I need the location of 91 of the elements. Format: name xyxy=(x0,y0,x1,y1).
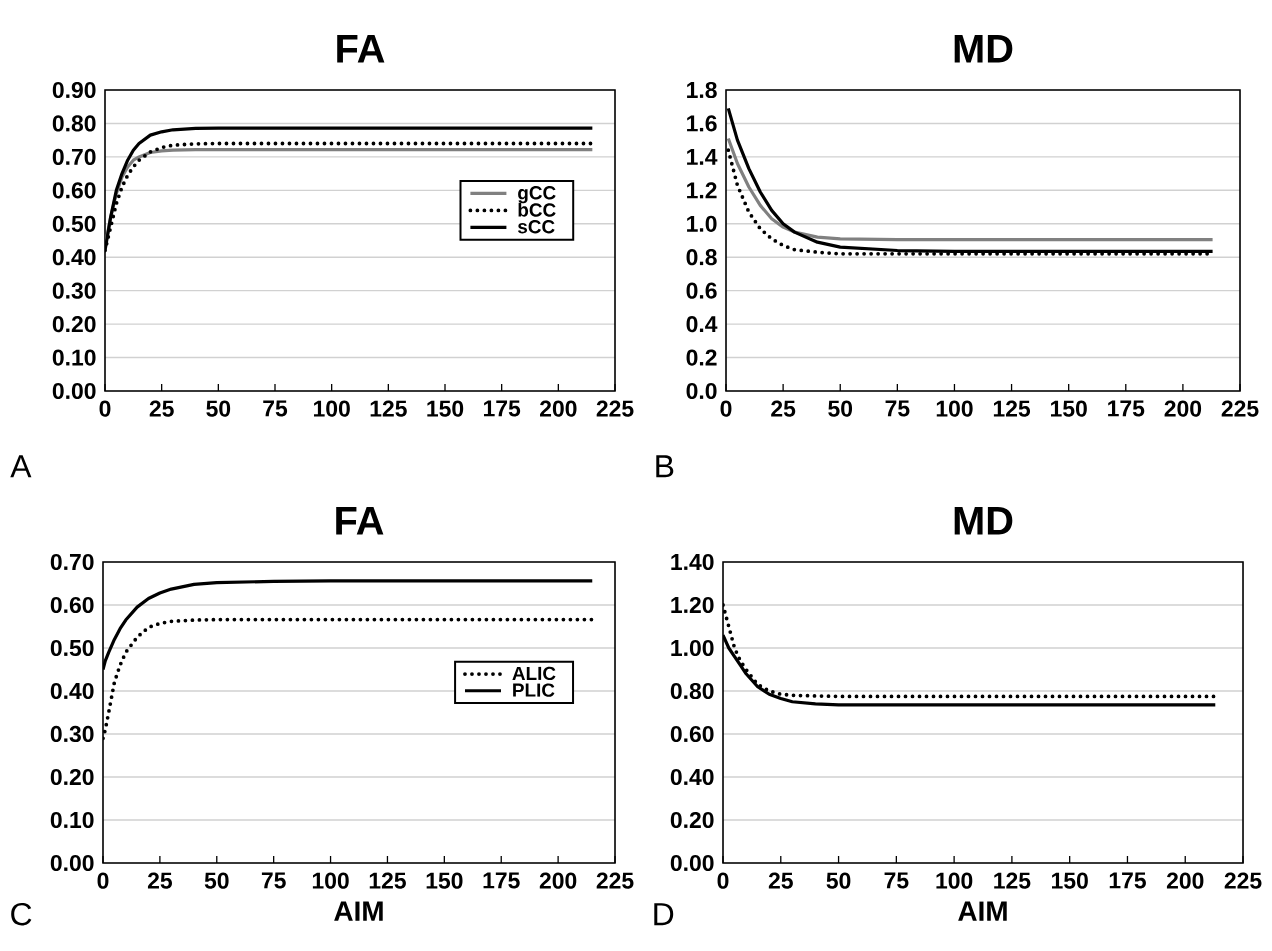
x-tick-label: 50 xyxy=(204,872,229,889)
x-tick-label: 175 xyxy=(483,872,520,889)
x-tick-label: 0 xyxy=(99,400,111,417)
x-tick-label: 25 xyxy=(149,400,174,417)
x-axis-title: AIM xyxy=(958,901,1007,921)
y-tick-label: 0.60 xyxy=(50,596,94,614)
y-tick-label: 1.4 xyxy=(687,149,718,165)
x-tick-label: 50 xyxy=(828,400,853,417)
y-tick-label: 0.50 xyxy=(52,215,96,232)
y-tick-label: 0.10 xyxy=(50,811,94,829)
y-tick-label: 1.6 xyxy=(687,115,717,132)
y-tick-label: 0.40 xyxy=(50,682,94,700)
y-tick-label: 0.6 xyxy=(686,282,717,299)
y-tick-label: 0.20 xyxy=(50,768,94,786)
x-axis-title: AIM xyxy=(334,901,383,921)
y-tick-label: 0.80 xyxy=(670,682,714,700)
x-tick-label: 150 xyxy=(426,872,463,889)
text: C xyxy=(11,902,32,926)
y-tick-label: 0.70 xyxy=(50,553,94,571)
y-tick-label: 0.40 xyxy=(52,249,96,266)
y-tick-label: 1.0 xyxy=(687,215,717,232)
x-tick-label: 50 xyxy=(826,872,851,889)
y-tick-label: 1.00 xyxy=(671,639,714,657)
x-tick-label: 100 xyxy=(936,400,973,417)
y-tick-label: 0.30 xyxy=(52,282,96,299)
y-tick-label: 0.60 xyxy=(670,725,714,743)
legend-label: gCC xyxy=(518,186,556,204)
x-tick-label: 25 xyxy=(147,872,172,889)
y-tick-label: 0.20 xyxy=(52,315,96,333)
chart-title: MD xyxy=(954,35,1013,63)
x-tick-label: 50 xyxy=(206,400,231,417)
x-tick-label: 125 xyxy=(370,400,407,417)
y-tick-label: 0.90 xyxy=(52,81,96,99)
text: D xyxy=(654,903,674,926)
y-tick-label: 0.40 xyxy=(670,768,714,786)
y-tick-label: 0.4 xyxy=(686,315,718,333)
y-tick-label: 0.20 xyxy=(670,811,714,829)
x-tick-label: 200 xyxy=(539,872,577,889)
y-tick-label: 0.00 xyxy=(670,854,714,872)
x-tick-label: 225 xyxy=(1224,872,1262,889)
x-tick-label: 75 xyxy=(884,872,909,889)
legend-label: sCC xyxy=(517,220,555,234)
x-tick-label: 200 xyxy=(1166,872,1204,889)
x-tick-label: 25 xyxy=(768,872,793,889)
y-tick-label: 1.40 xyxy=(671,553,714,571)
x-tick-label: 125 xyxy=(369,872,406,889)
x-tick-label: 75 xyxy=(261,872,286,889)
legend-label: PLIC xyxy=(513,683,555,697)
text: A xyxy=(10,455,32,478)
x-tick-label: 0 xyxy=(717,872,729,889)
x-tick-label: 0 xyxy=(720,400,732,417)
x-tick-label: 200 xyxy=(540,400,577,417)
x-tick-label: 150 xyxy=(427,400,464,417)
x-tick-label: 25 xyxy=(771,400,796,417)
y-tick-label: 0.70 xyxy=(52,148,96,165)
y-tick-label: 0.0 xyxy=(686,382,717,400)
x-tick-label: 175 xyxy=(483,400,521,417)
x-tick-label: 125 xyxy=(993,400,1031,417)
x-tick-label: 225 xyxy=(1221,400,1259,417)
y-tick-label: 0.50 xyxy=(50,639,94,657)
x-tick-label: 175 xyxy=(1108,400,1145,417)
x-tick-label: 175 xyxy=(1109,872,1146,889)
x-tick-label: 125 xyxy=(994,872,1031,889)
x-tick-label: 100 xyxy=(313,400,350,417)
x-tick-label: 150 xyxy=(1051,400,1087,417)
x-tick-label: 225 xyxy=(596,400,634,417)
legend-label: ALIC xyxy=(512,666,556,681)
text: B xyxy=(656,455,674,478)
x-tick-label: 200 xyxy=(1164,400,1202,417)
y-tick-label: 0.30 xyxy=(50,725,94,743)
x-tick-label: 75 xyxy=(263,400,288,417)
y-tick-label: 0.00 xyxy=(50,854,94,872)
y-tick-label: 0.2 xyxy=(686,349,717,366)
y-tick-label: 1.20 xyxy=(671,596,714,614)
y-tick-label: 0.8 xyxy=(686,249,717,266)
x-tick-label: 100 xyxy=(936,872,973,889)
x-tick-label: 75 xyxy=(885,400,910,417)
chart-title: FA xyxy=(337,35,385,63)
y-tick-label: 0.00 xyxy=(52,382,96,400)
y-tick-label: 0.80 xyxy=(52,115,96,132)
chart-title: MD xyxy=(954,507,1013,535)
y-tick-label: 0.10 xyxy=(52,349,96,366)
x-tick-label: 100 xyxy=(312,872,349,889)
x-tick-label: 150 xyxy=(1052,872,1088,889)
y-tick-label: 1.8 xyxy=(687,81,717,99)
legend-label: bCC xyxy=(518,202,556,217)
x-tick-label: 0 xyxy=(97,872,109,889)
chart-title: FA xyxy=(336,507,384,535)
y-tick-label: 1.2 xyxy=(687,182,717,199)
y-tick-label: 0.60 xyxy=(52,182,96,199)
x-tick-label: 225 xyxy=(596,872,634,889)
